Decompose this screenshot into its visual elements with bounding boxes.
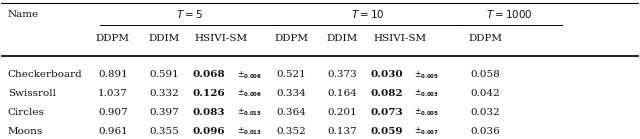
Text: 0.030: 0.030 [371,70,403,79]
Text: 0.961: 0.961 [98,127,128,136]
Text: $\pm_{\mathbf{0.007}}$: $\pm_{\mathbf{0.007}}$ [413,126,438,137]
Text: 0.373: 0.373 [328,70,357,79]
Text: 0.073: 0.073 [371,108,403,117]
Text: 0.521: 0.521 [276,70,306,79]
Text: DDPM: DDPM [275,34,308,43]
Text: $T = 10$: $T = 10$ [351,8,385,20]
Text: 0.334: 0.334 [276,89,306,98]
Text: 0.352: 0.352 [276,127,306,136]
Text: 0.355: 0.355 [149,127,179,136]
Text: 0.364: 0.364 [276,108,306,117]
Text: $\pm_{\mathbf{0.013}}$: $\pm_{\mathbf{0.013}}$ [237,126,262,137]
Text: 0.059: 0.059 [371,127,403,136]
Text: $\pm_{\mathbf{0.006}}$: $\pm_{\mathbf{0.006}}$ [237,88,262,100]
Text: 0.036: 0.036 [471,127,500,136]
Text: 0.164: 0.164 [328,89,357,98]
Text: 0.082: 0.082 [371,89,403,98]
Text: 0.058: 0.058 [471,70,500,79]
Text: $\pm_{\mathbf{0.006}}$: $\pm_{\mathbf{0.006}}$ [237,69,262,80]
Text: 0.397: 0.397 [149,108,179,117]
Text: $\pm_{\mathbf{0.005}}$: $\pm_{\mathbf{0.005}}$ [413,69,439,80]
Text: HSIVI-SM: HSIVI-SM [373,34,426,43]
Text: 0.068: 0.068 [192,70,225,79]
Text: 0.591: 0.591 [149,70,179,79]
Text: DDPM: DDPM [96,34,130,43]
Text: $\pm_{\mathbf{0.003}}$: $\pm_{\mathbf{0.003}}$ [413,88,438,100]
Text: 0.332: 0.332 [149,89,179,98]
Text: 0.907: 0.907 [98,108,128,117]
Text: DDIM: DDIM [148,34,179,43]
Text: $T = 5$: $T = 5$ [176,8,203,20]
Text: 0.096: 0.096 [192,127,225,136]
Text: DDPM: DDPM [468,34,502,43]
Text: DDIM: DDIM [326,34,358,43]
Text: Swissroll: Swissroll [8,89,56,98]
Text: 0.083: 0.083 [192,108,225,117]
Text: Circles: Circles [8,108,45,117]
Text: $T = 1000$: $T = 1000$ [486,8,533,20]
Text: 0.126: 0.126 [192,89,225,98]
Text: Name: Name [8,10,39,19]
Text: 0.032: 0.032 [471,108,500,117]
Text: 0.137: 0.137 [328,127,357,136]
Text: 1.037: 1.037 [98,89,128,98]
Text: Checkerboard: Checkerboard [8,70,83,79]
Text: $\pm_{\mathbf{0.005}}$: $\pm_{\mathbf{0.005}}$ [413,107,439,118]
Text: 0.891: 0.891 [98,70,128,79]
Text: 0.201: 0.201 [328,108,357,117]
Text: Moons: Moons [8,127,43,136]
Text: 0.042: 0.042 [471,89,500,98]
Text: $\pm_{\mathbf{0.015}}$: $\pm_{\mathbf{0.015}}$ [237,107,262,118]
Text: HSIVI-SM: HSIVI-SM [195,34,248,43]
